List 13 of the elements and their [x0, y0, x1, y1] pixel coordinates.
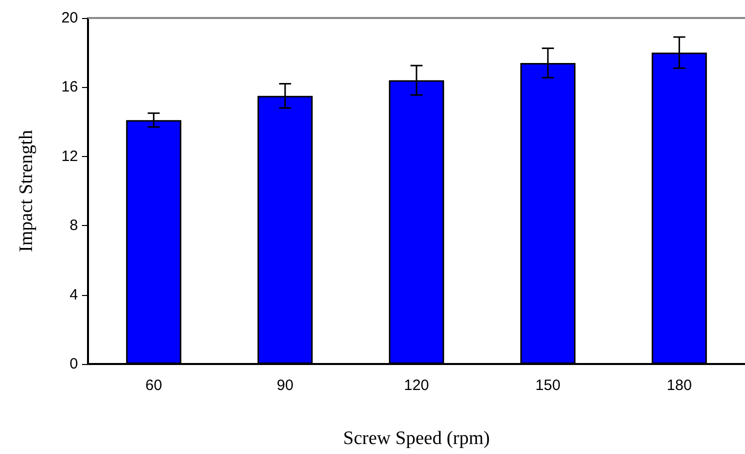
- y-tick-label: 20: [61, 10, 78, 26]
- y-tick-label: 0: [70, 356, 78, 372]
- x-tick-label: 120: [404, 377, 430, 394]
- x-tick-label: 180: [666, 377, 692, 394]
- y-tick-label: 4: [70, 286, 78, 304]
- y-tick-label: 12: [61, 148, 78, 165]
- y-tick-label: 8: [70, 217, 78, 234]
- x-tick-label: 90: [276, 377, 294, 394]
- x-tick-label: 60: [145, 377, 162, 394]
- x-tick-label: 150: [535, 377, 560, 394]
- x-axis-title: Screw Speed (rpm): [343, 428, 490, 449]
- y-axis-title: Impact Strength: [16, 130, 37, 252]
- y-tick-label: 16: [61, 78, 78, 96]
